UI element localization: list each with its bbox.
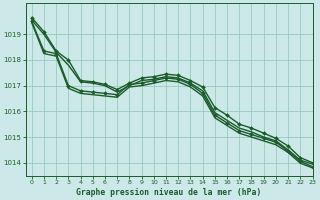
X-axis label: Graphe pression niveau de la mer (hPa): Graphe pression niveau de la mer (hPa) xyxy=(76,188,262,197)
